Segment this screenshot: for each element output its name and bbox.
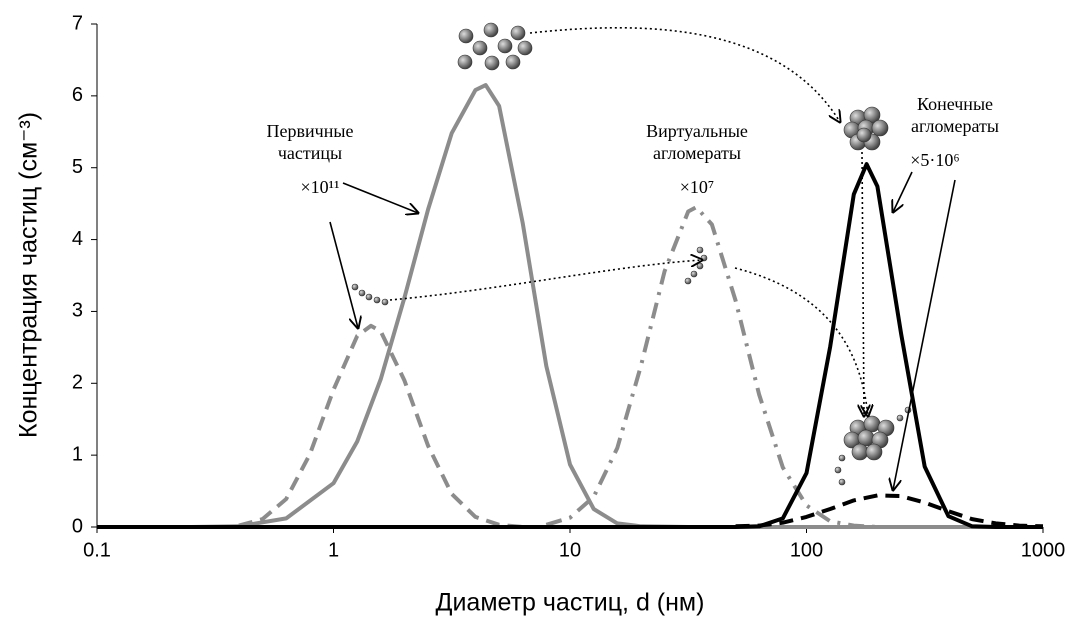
y-tick-label: 7: [72, 12, 83, 34]
series-line: [97, 162, 1043, 529]
annotation: агломераты: [911, 116, 999, 136]
y-tick-label: 0: [72, 515, 83, 537]
annotation: ×5·10⁶: [910, 150, 959, 170]
annotation: Виртуальные: [646, 121, 748, 141]
annotation: ×10¹¹: [301, 177, 340, 197]
series-line: [545, 205, 878, 529]
y-tick-label: 3: [72, 300, 83, 322]
x-tick-label: 1000: [1021, 539, 1066, 561]
plot-area: 0 1 2 3 4 5 6 7 0.1 1 10 100 1000: [72, 12, 1065, 561]
y-tick-label: 1: [72, 443, 83, 465]
annotation: Первичные: [267, 121, 354, 141]
y-axis-title: Концентрация частиц (см⁻³): [15, 112, 43, 438]
x-axis-title: Диаметр частиц, d (нм): [436, 589, 705, 617]
annotation: агломераты: [653, 143, 741, 163]
annotation: частицы: [278, 143, 342, 163]
y-tick-label: 6: [72, 84, 83, 106]
y-tick-label: 4: [72, 228, 83, 250]
series-line: [97, 83, 1043, 529]
y-tick-label: 2: [72, 372, 83, 394]
series-line: [238, 323, 523, 529]
decorations: [351, 22, 912, 486]
annotation: Конечные: [917, 94, 993, 114]
leaders: [329, 26, 956, 490]
annotation: ×10⁷: [680, 177, 714, 197]
y-tick-label: 5: [72, 156, 83, 178]
x-tick-label: 1: [328, 539, 339, 561]
x-tick-label: 100: [790, 539, 823, 561]
x-tick-label: 10: [559, 539, 581, 561]
series-line: [735, 493, 1044, 529]
x-tick-label: 0.1: [83, 539, 111, 561]
